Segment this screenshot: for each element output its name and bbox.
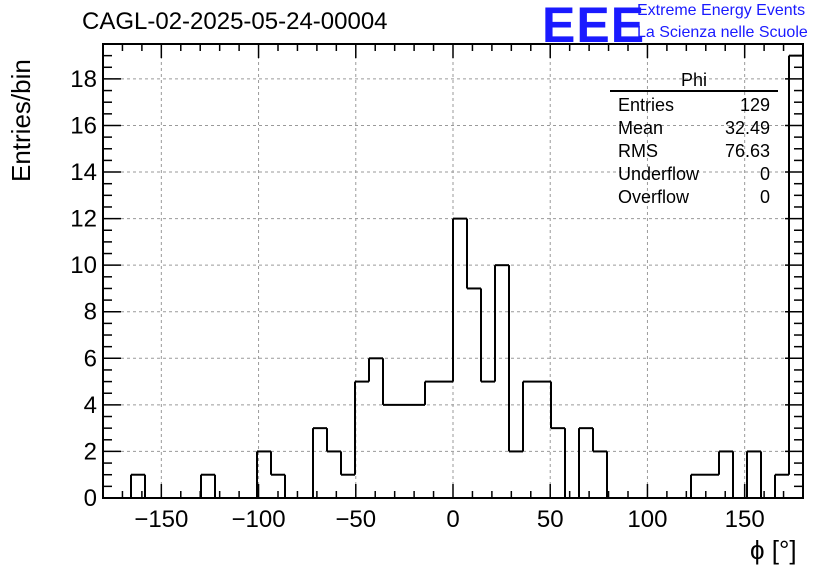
axis-ticks [103, 43, 804, 498]
y-tick-label: 12 [70, 206, 97, 233]
histogram-bin [690, 473, 705, 498]
stats-title: Phi [680, 70, 707, 90]
logo-subtitle-line2: La Scienza nelle Scuole [637, 24, 808, 41]
y-tick-label: 10 [70, 252, 97, 279]
histogram-bin [200, 473, 215, 498]
stats-value: 0 [759, 187, 770, 207]
x-tick-label: 100 [627, 506, 667, 533]
stats-divider [610, 90, 778, 92]
stats-label: Underflow [618, 164, 700, 184]
histogram-bin [592, 428, 607, 453]
logo-subtitle-line1: Extreme Energy Events [637, 2, 806, 19]
stats-value: 76.63 [724, 141, 770, 161]
stats-label: RMS [618, 141, 658, 161]
histogram-bin [340, 451, 355, 476]
histogram-bin [270, 451, 285, 476]
stats-value: 0 [759, 164, 770, 184]
x-tick-label: −50 [335, 506, 376, 533]
histogram-bin [760, 451, 775, 499]
stats-row-mean: Mean 32.49 [610, 117, 778, 140]
histogram-bin [774, 473, 789, 498]
histogram-bin [424, 380, 439, 405]
stats-label: Mean [618, 118, 664, 138]
histogram-bin [508, 265, 523, 453]
histogram-bin [312, 427, 327, 498]
histogram-bin [256, 450, 271, 498]
stats-row-underflow: Underflow 0 [610, 163, 778, 186]
histogram-bin [550, 381, 565, 430]
histogram-bin [564, 428, 579, 499]
histogram-bin [326, 428, 341, 453]
histogram-bin [494, 264, 509, 382]
y-tick-label: 4 [84, 392, 97, 419]
stats-row-overflow: Overflow 0 [610, 186, 778, 209]
stats-value: 129 [739, 95, 770, 115]
y-tick-label: 2 [84, 438, 97, 465]
y-tick-label: 16 [70, 112, 97, 139]
histogram-bin [522, 380, 537, 452]
histogram-bin [368, 357, 383, 382]
histogram-bin [746, 450, 761, 498]
y-tick-label: 6 [84, 345, 97, 372]
stats-label: Entries [618, 95, 675, 115]
stats-box: Phi Entries 129 Mean 32.49 RMS 76.63 Und… [610, 70, 778, 209]
stats-label: Overflow [618, 187, 690, 207]
histogram-bin [382, 358, 397, 406]
x-tick-label: −150 [134, 506, 188, 533]
tick-labels: −150 −100 −50 0 50 100 150 0 2 4 6 8 10 12 14 16 18 [70, 66, 764, 533]
histogram-bin [480, 288, 495, 383]
x-tick-label: 0 [446, 506, 459, 533]
x-tick-label: −100 [232, 506, 286, 533]
histogram-bin [466, 218, 481, 290]
y-tick-label: 8 [84, 299, 97, 326]
histogram-bin [354, 380, 369, 475]
histogram-bin [130, 473, 145, 498]
y-tick-label: 18 [70, 66, 97, 93]
histogram-bin [718, 450, 733, 475]
chart-title: CAGL-02-2025-05-24-00004 [82, 8, 388, 35]
x-tick-label: 150 [725, 506, 765, 533]
x-axis-label: ϕ [°] [750, 535, 797, 565]
y-tick-label: 0 [84, 485, 97, 512]
stats-row-rms: RMS 76.63 [610, 140, 778, 163]
y-tick-label: 14 [70, 159, 97, 186]
stats-value: 32.49 [724, 118, 770, 138]
histogram-bin [144, 474, 159, 499]
x-tick-label: 50 [537, 506, 564, 533]
histogram-bin [578, 427, 593, 498]
stats-row-entries: Entries 129 [610, 94, 778, 117]
histogram-bin [452, 217, 467, 382]
y-axis-label: Entries/bin [6, 59, 36, 182]
histogram-bin [214, 474, 229, 499]
